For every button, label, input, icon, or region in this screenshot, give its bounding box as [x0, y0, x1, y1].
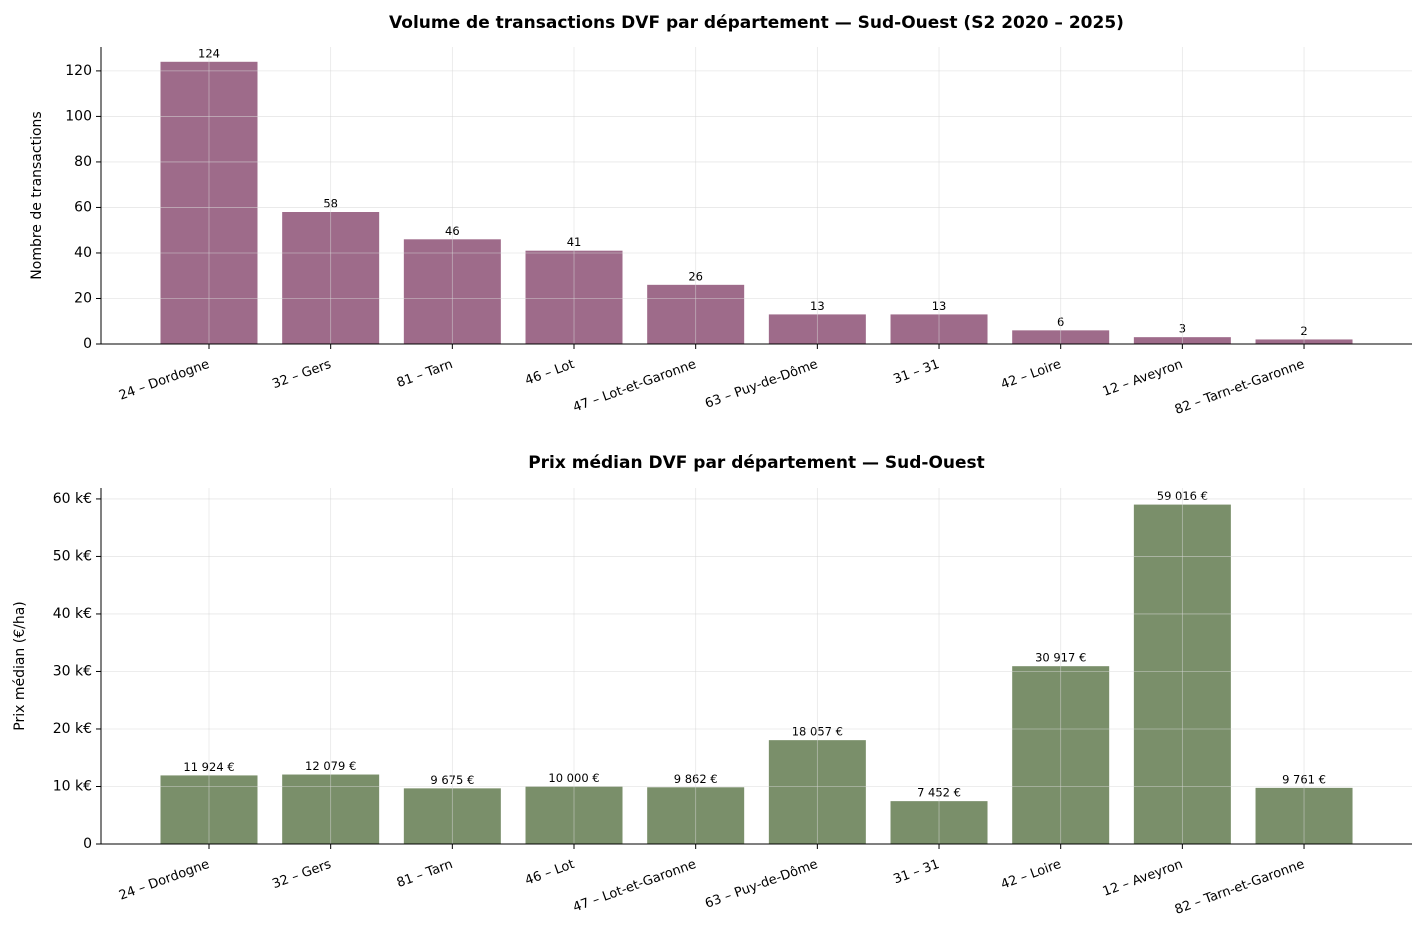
y-tick-label: 100 — [65, 108, 92, 124]
y-tick-label: 10 k€ — [53, 778, 92, 794]
x-tick-label: 82 – Tarn-et-Garonne — [1173, 357, 1307, 418]
x-tick-label: 32 – Gers — [270, 357, 333, 392]
y-tick-label: 20 — [74, 290, 92, 306]
y-tick-label: 20 k€ — [53, 721, 92, 737]
y-tick-label: 60 — [74, 199, 92, 215]
y-tick-label: 50 k€ — [53, 548, 92, 564]
x-tick-label: 12 – Aveyron — [1101, 857, 1185, 900]
x-tick-label: 24 – Dordogne — [117, 857, 211, 904]
x-tick-label: 32 – Gers — [270, 857, 333, 892]
x-tick-label: 31 – 31 — [891, 857, 941, 887]
chart-title: Prix médian DVF par département — Sud-Ou… — [528, 453, 985, 473]
x-tick-label: 81 – Tarn — [395, 857, 455, 891]
y-axis-label: Nombre de transactions — [29, 111, 45, 279]
y-tick-label: 40 — [74, 245, 92, 261]
x-tick-label: 63 – Puy-de-Dôme — [703, 857, 820, 912]
x-tick-label: 63 – Puy-de-Dôme — [703, 357, 820, 412]
x-tick-label: 31 – 31 — [891, 357, 941, 387]
x-tick-label: 42 – Loire — [999, 357, 1063, 393]
x-tick-label: 81 – Tarn — [395, 357, 455, 391]
y-axis-label: Prix médian (€/ha) — [12, 601, 28, 731]
x-tick-label: 46 – Lot — [523, 357, 576, 389]
chart-title: Volume de transactions DVF par départeme… — [389, 13, 1124, 33]
y-tick-label: 0 — [83, 336, 92, 352]
y-tick-label: 30 k€ — [53, 663, 92, 679]
x-tick-label: 47 – Lot-et-Garonne — [571, 357, 698, 416]
x-tick-label: 24 – Dordogne — [117, 357, 211, 404]
y-tick-label: 80 — [74, 154, 92, 170]
x-tick-label: 46 – Lot — [523, 857, 576, 889]
y-tick-label: 60 k€ — [53, 491, 92, 507]
y-tick-label: 0 — [83, 836, 92, 852]
x-tick-label: 47 – Lot-et-Garonne — [571, 857, 698, 916]
x-tick-label: 42 – Loire — [999, 857, 1063, 893]
y-tick-label: 40 k€ — [53, 606, 92, 622]
x-tick-label: 82 – Tarn-et-Garonne — [1173, 857, 1307, 918]
x-tick-label: 12 – Aveyron — [1101, 357, 1185, 400]
y-tick-label: 120 — [65, 63, 92, 79]
